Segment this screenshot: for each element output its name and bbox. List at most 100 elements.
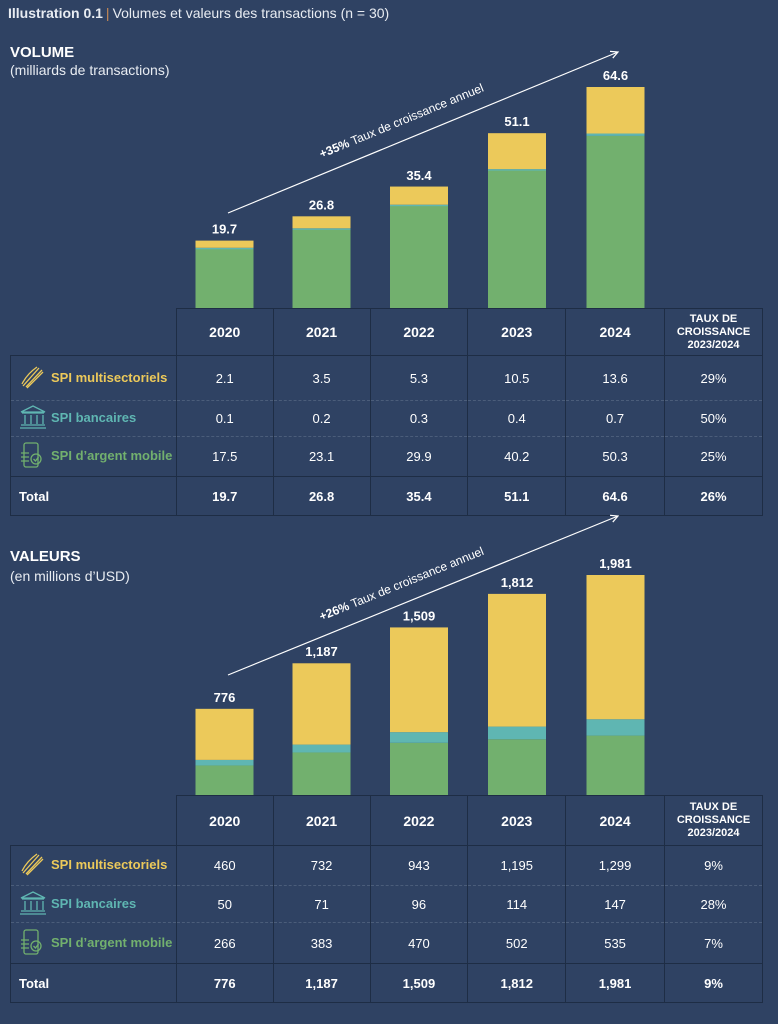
row-label: SPI multisectoriels [51,856,168,872]
table-cell: 0.3 [369,400,469,437]
bar-stack-2024: 64.6 [586,68,645,308]
column-header-year: 2023 [467,795,567,846]
table-row: SPI multisectoriels 2.1 3.5 5.3 10.5 13.6 29% [10,355,763,401]
table-cell: 1,509 [369,963,469,1003]
table-cell: 96 [369,885,469,923]
row-label-cell: SPI multisectoriels [10,845,177,886]
row-label: SPI bancaires [51,409,137,425]
table-cell: 1,812 [467,963,567,1003]
column-header-growth: TAUX DE CROISSANCE 2023/2024 [664,308,763,356]
data-table: 2020 2021 2022 2023 2024 TAUX DE CROISSANCE 202… [10,795,764,1003]
bar-segment [488,169,546,171]
bar-segment [195,759,254,766]
column-header-year: 2020 [175,795,274,846]
table-cell: 383 [272,922,371,964]
bar-stack-2020: 776 [195,690,254,795]
table-cell: 40.2 [467,436,567,477]
growth-cell: 9% [663,963,764,1003]
bar-total-label: 19.7 [212,222,237,237]
row-label: Total [19,488,50,504]
figure-title: Illustration 0.1 | Volumes et valeurs des … [8,5,389,21]
growth-cell: 50% [664,400,763,437]
growth-cell: 7% [663,922,764,964]
table-cell: 0.7 [565,400,665,437]
table-cell: 3.5 [272,355,371,401]
table-cell: 64.6 [565,476,665,516]
growth-cell: 25% [664,436,763,477]
data-table: 2020 2021 2022 2023 2024 TAUX DE CROISSANCE 202… [10,308,763,516]
arrow-head-icon [609,514,620,523]
column-header-year: 2023 [467,308,567,356]
bar-segment [195,248,254,308]
table-cell: 114 [467,885,567,923]
bar-segment [586,719,645,736]
table-cell: 502 [467,922,567,964]
mobile-payment-icon [19,928,51,959]
growth-arrow [227,51,619,214]
bar-stack-2023: 51.1 [488,114,546,308]
bar-segment [488,739,546,795]
column-header-year: 2022 [369,308,469,356]
handshake-icon [19,851,51,880]
table-cell: 535 [565,922,665,964]
table-cell: 2.1 [175,355,274,401]
table-row: SPI bancaires 50 71 96 114 147 28% [10,885,764,923]
table-row: SPI multisectoriels 460 732 943 1,195 1,299 9% [10,845,764,886]
bar-segment [292,663,351,745]
bar-stack-2024: 1,981 [586,556,645,795]
bar-stack-2020: 19.7 [195,222,254,308]
table-cell: 1,299 [565,845,665,886]
table-cell: 0.1 [175,400,274,437]
bar-segment [390,205,448,308]
bar-segment [586,575,645,720]
table-cell: 17.5 [175,436,274,477]
row-label-cell: SPI bancaires [10,400,177,437]
row-label: SPI d’argent mobile [51,447,173,463]
growth-arrow [227,515,619,676]
figure-caption: Volumes et valeurs des transactions (n =… [112,5,390,21]
table-cell: 0.2 [272,400,371,437]
column-header-year: 2022 [369,795,469,846]
table-cell: 943 [369,845,469,886]
bar-stack-2023: 1,812 [488,575,546,795]
bar-segment [488,726,546,740]
bar-segment [292,216,351,229]
row-label-cell: Total [10,476,177,516]
table-cell: 0.4 [467,400,567,437]
table-cell: 147 [565,885,665,923]
table-cell: 50.3 [565,436,665,477]
table-cell: 50 [175,885,274,923]
growth-cell: 28% [663,885,764,923]
bar-segment [586,735,645,795]
table-cell: 460 [175,845,274,886]
bar-segment [195,247,254,250]
bar-segment [292,228,351,308]
growth-header-line: TAUX DE [689,312,738,325]
bar-segment [586,133,645,136]
chart-title: VALEURS [10,548,81,565]
table-row: SPI bancaires 0.1 0.2 0.3 0.4 0.7 50% [10,400,763,437]
row-label: SPI bancaires [51,895,137,911]
table-header-row: 2020 2021 2022 2023 2024 TAUX DE CROISSANCE 202… [10,308,763,356]
bar-total-label: 35.4 [406,168,432,183]
row-label-cell: SPI d’argent mobile [10,436,177,477]
table-cell: 10.5 [467,355,567,401]
table-cell: 1,195 [467,845,567,886]
bar-total-label: 1,981 [599,556,632,571]
growth-header-line: TAUX DE [689,801,738,813]
bar-segment [195,765,254,795]
table-cell: 732 [272,845,371,886]
bank-icon [19,404,51,433]
bar-segment [586,135,645,308]
empty-cell [10,795,177,846]
table-cell: 35.4 [369,476,469,516]
row-label-cell: SPI multisectoriels [10,355,177,401]
bar-total-label: 1,187 [305,644,338,659]
table-cell: 19.7 [175,476,274,516]
handshake-icon [19,364,51,393]
chart-title: VOLUME [10,44,75,61]
column-header-growth: TAUX DE CROISSANCE 2023/2024 [663,795,764,846]
stacked-bar-chart: 19.7 26.8 35.4 51.1 64.6 +35% Taux de croissa… [195,50,645,308]
arrow-head-icon [609,50,620,59]
table-cell: 776 [175,963,274,1003]
